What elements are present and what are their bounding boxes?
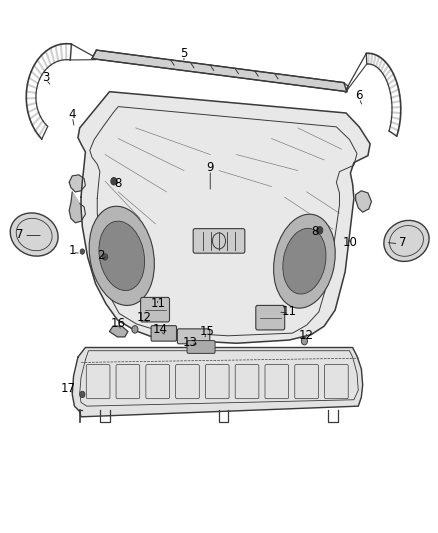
Polygon shape: [92, 50, 347, 92]
Text: 5: 5: [180, 47, 187, 60]
Text: 6: 6: [355, 90, 363, 102]
Circle shape: [102, 254, 108, 260]
Text: 3: 3: [42, 71, 49, 84]
Ellipse shape: [384, 221, 429, 261]
Circle shape: [132, 326, 138, 333]
Text: 15: 15: [199, 325, 214, 338]
Circle shape: [80, 249, 85, 254]
Text: 12: 12: [299, 329, 314, 342]
FancyBboxPatch shape: [256, 305, 285, 330]
Text: 4: 4: [68, 108, 76, 121]
Ellipse shape: [274, 214, 335, 308]
Polygon shape: [72, 348, 363, 417]
Text: 7: 7: [16, 228, 24, 241]
Text: 12: 12: [137, 311, 152, 324]
Circle shape: [301, 337, 307, 345]
Text: 7: 7: [399, 236, 407, 249]
Circle shape: [317, 227, 323, 234]
Text: 11: 11: [282, 305, 297, 318]
Ellipse shape: [89, 206, 155, 305]
Polygon shape: [78, 92, 370, 343]
Text: 1: 1: [68, 244, 76, 257]
FancyBboxPatch shape: [141, 297, 170, 322]
FancyBboxPatch shape: [177, 329, 210, 344]
FancyBboxPatch shape: [187, 341, 215, 353]
Text: 9: 9: [206, 161, 214, 174]
FancyBboxPatch shape: [193, 229, 245, 253]
Text: 8: 8: [115, 177, 122, 190]
Circle shape: [80, 391, 85, 398]
FancyBboxPatch shape: [151, 326, 177, 341]
Polygon shape: [356, 191, 371, 212]
Text: 13: 13: [183, 336, 198, 349]
Text: 11: 11: [150, 297, 165, 310]
Text: 8: 8: [312, 225, 319, 238]
Polygon shape: [69, 175, 85, 192]
Ellipse shape: [99, 221, 145, 290]
Text: 10: 10: [343, 236, 358, 249]
Ellipse shape: [10, 213, 58, 256]
Polygon shape: [69, 192, 85, 223]
Circle shape: [111, 177, 117, 185]
Ellipse shape: [283, 228, 326, 294]
Text: 17: 17: [60, 382, 75, 394]
Polygon shape: [110, 326, 128, 337]
Text: 16: 16: [111, 317, 126, 330]
Text: 14: 14: [152, 323, 167, 336]
Text: 2: 2: [97, 249, 105, 262]
